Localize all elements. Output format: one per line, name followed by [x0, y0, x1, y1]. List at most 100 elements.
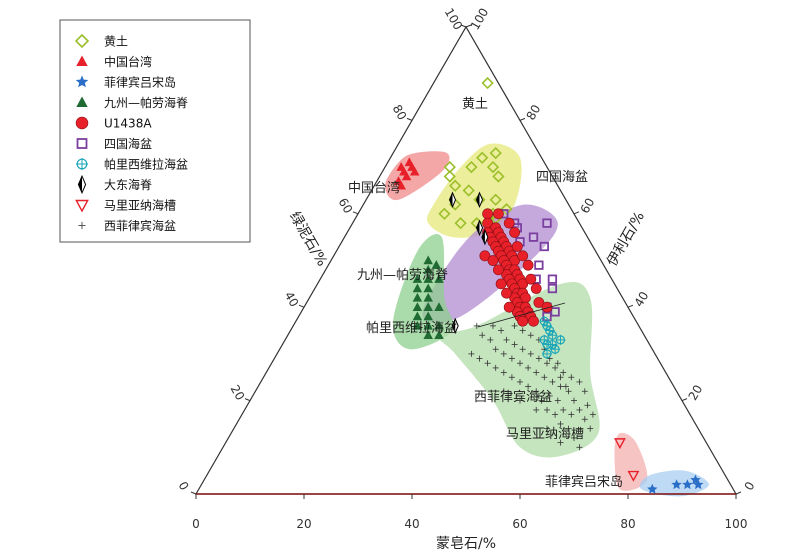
point-parece [547, 330, 558, 341]
point-u1438a [482, 208, 493, 220]
legend-marker-taiwan [76, 55, 88, 66]
legend-marker-daito [77, 174, 87, 195]
point-wphil [533, 406, 540, 413]
point-u1438a [528, 315, 539, 327]
point-daito [475, 219, 484, 237]
point-luzon [682, 479, 693, 490]
point-kyushu [434, 330, 444, 339]
right-tick-mark [627, 304, 634, 308]
legend-item-mariana: 马里亚纳海槽 [75, 198, 176, 213]
right-tick-mark [735, 491, 742, 495]
point-wphil [511, 341, 518, 348]
point-shikoku [547, 283, 558, 294]
point-wphil [500, 350, 507, 357]
point-wphil [571, 434, 577, 441]
field-label-shikoku: 四国海盆 [536, 170, 588, 185]
legend-item-wphil: 西菲律宾海盆 [78, 218, 176, 233]
point-wphil [544, 360, 550, 367]
point-kyushu [423, 311, 433, 321]
point-loess [449, 179, 462, 192]
point-loess [454, 217, 467, 230]
point-u1438a [479, 250, 491, 262]
point-taiwan [401, 171, 412, 181]
point-shikoku [542, 311, 552, 322]
left-tick-mark [352, 211, 359, 215]
point-wphil [568, 411, 575, 418]
point-wphil [500, 388, 507, 395]
point-wphil [560, 406, 567, 413]
point-wphil [527, 350, 534, 357]
point-parece [539, 316, 550, 327]
legend-label-luzon: 菲律宾吕宋岛 [104, 75, 176, 90]
point-u1438a [503, 217, 515, 229]
legend-label-daito: 大东海脊 [104, 177, 152, 192]
point-luzon [671, 479, 682, 490]
point-wphil [538, 397, 545, 404]
legend-item-daito: 大东海脊 [77, 174, 152, 195]
point-wphil [500, 369, 507, 376]
point-kyushu [423, 264, 433, 274]
point-u1438a [495, 278, 507, 290]
point-wphil [473, 322, 480, 329]
point-u1438a [533, 297, 545, 308]
point-wphil [560, 369, 567, 376]
legend-item-kyushu: 九州—帕劳海脊 [76, 95, 188, 110]
left-tick-mark [190, 491, 197, 495]
legend-item-shikoku: 四国海盆 [76, 136, 152, 151]
legend-label-loess: 黄土 [104, 35, 128, 49]
point-wphil [535, 355, 542, 362]
point-wphil [525, 383, 532, 390]
bottom-tick-label: 20 [296, 517, 311, 531]
point-wphil [549, 378, 556, 385]
point-u1438a [522, 259, 534, 271]
point-kyushu [434, 320, 444, 330]
point-wphil [492, 364, 499, 371]
point-shikoku [550, 307, 560, 317]
point-u1438a [517, 315, 529, 327]
field-label-mariana: 马里亚纳海槽 [506, 427, 584, 442]
point-kyushu [412, 311, 423, 321]
point-wphil [584, 402, 591, 409]
point-wphil [589, 411, 596, 418]
legend-label-u1438a: U1438A [104, 117, 152, 131]
point-loess [489, 146, 502, 160]
point-parece [542, 348, 552, 359]
legend-label-shikoku: 四国海盆 [104, 136, 152, 151]
point-wphil [557, 383, 564, 390]
point-u1438a [492, 264, 504, 276]
field-label-taiwan: 中国台湾 [348, 180, 400, 196]
point-wphil [552, 411, 559, 418]
right-tick-label: 20 [686, 382, 706, 402]
point-parece [547, 339, 558, 350]
legend-label-wphil: 西菲律宾海盆 [104, 218, 176, 233]
point-wphil [565, 425, 572, 432]
point-daito [451, 317, 459, 335]
point-wphil [498, 327, 505, 334]
right-tick-mark [465, 24, 472, 28]
point-wphil [557, 439, 564, 446]
legend-item-taiwan: 中国台湾 [76, 54, 152, 69]
field-envelope-mariana [614, 432, 648, 491]
legend-item-u1438a: U1438A [75, 117, 152, 131]
point-u1438a [487, 255, 499, 266]
point-parece [539, 334, 550, 345]
point-daito [481, 228, 489, 246]
point-wphil [484, 360, 491, 367]
legend-marker-luzon [75, 75, 89, 88]
point-kyushu [423, 292, 433, 302]
point-wphil [479, 332, 486, 339]
left-tick-label: 60 [336, 196, 356, 216]
point-wphil [562, 383, 569, 390]
point-loess [489, 193, 502, 206]
field-label-kyushu: 九州—帕劳海脊 [357, 267, 448, 283]
point-luzon [693, 479, 704, 490]
point-wphil [519, 346, 526, 353]
bottom-tick-label: 0 [192, 517, 200, 531]
left-tick-label: 100 [442, 6, 466, 33]
point-wphil [546, 392, 553, 399]
axis-ticks: 0 100 0 20 80 20 40 60 40 60 40 60 80 20 80 100 0 100 [175, 6, 757, 531]
point-wphil [581, 416, 588, 423]
point-wphil [576, 406, 583, 413]
left-tick-mark [460, 24, 467, 28]
